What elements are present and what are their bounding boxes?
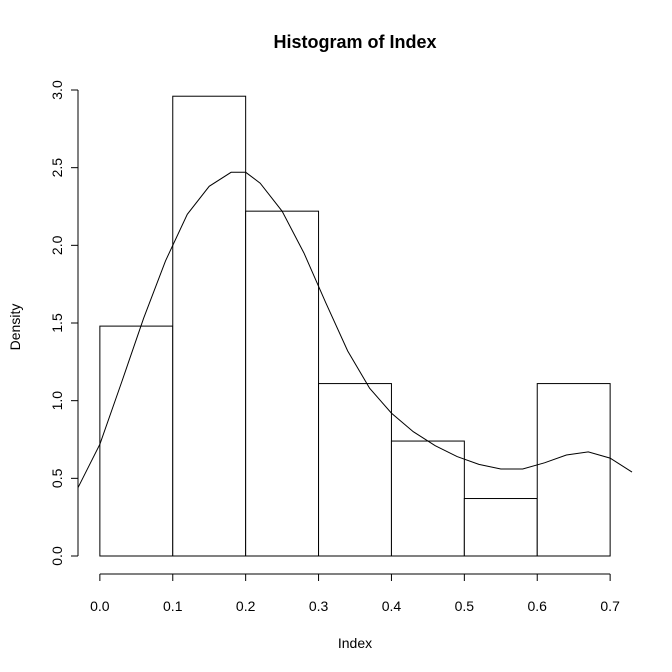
x-tick-label: 0.0 — [90, 598, 110, 614]
y-tick-label: 1.5 — [49, 313, 65, 333]
histogram-bar-5 — [390, 440, 465, 557]
histogram-bar-7 — [536, 383, 611, 557]
density-curve — [77, 171, 633, 488]
x-axis: 0.0 0.1 0.2 0.3 0.4 0.5 0.6 0.7 — [90, 573, 620, 614]
x-tick-label: 0.2 — [236, 598, 256, 614]
y-tick-label: 0.0 — [49, 546, 65, 566]
x-axis-label: Index — [338, 635, 372, 651]
histogram-bar-4 — [318, 383, 392, 557]
histogram-bar-1 — [99, 325, 174, 557]
x-tick-label: 0.7 — [600, 598, 620, 614]
chart-title: Histogram of Index — [273, 32, 436, 52]
x-tick-label: 0.4 — [382, 598, 402, 614]
y-axis: 0.0 0.5 1.0 1.5 2.0 2.5 3.0 — [49, 80, 79, 566]
y-tick-label: 2.0 — [49, 235, 65, 255]
histogram-bars — [99, 95, 611, 557]
y-tick-label: 3.0 — [49, 80, 65, 100]
x-tick-label: 0.1 — [163, 598, 183, 614]
histogram-bar-3 — [245, 210, 320, 557]
histogram-bar-6 — [463, 498, 538, 557]
y-axis-label: Density — [7, 304, 23, 351]
x-tick-label: 0.3 — [309, 598, 329, 614]
y-tick-label: 1.0 — [49, 391, 65, 411]
x-tick-label: 0.6 — [528, 598, 548, 614]
x-tick-label: 0.5 — [455, 598, 475, 614]
y-tick-label: 2.5 — [49, 158, 65, 178]
histogram-bar-2 — [172, 95, 247, 557]
y-tick-label: 0.5 — [49, 468, 65, 488]
